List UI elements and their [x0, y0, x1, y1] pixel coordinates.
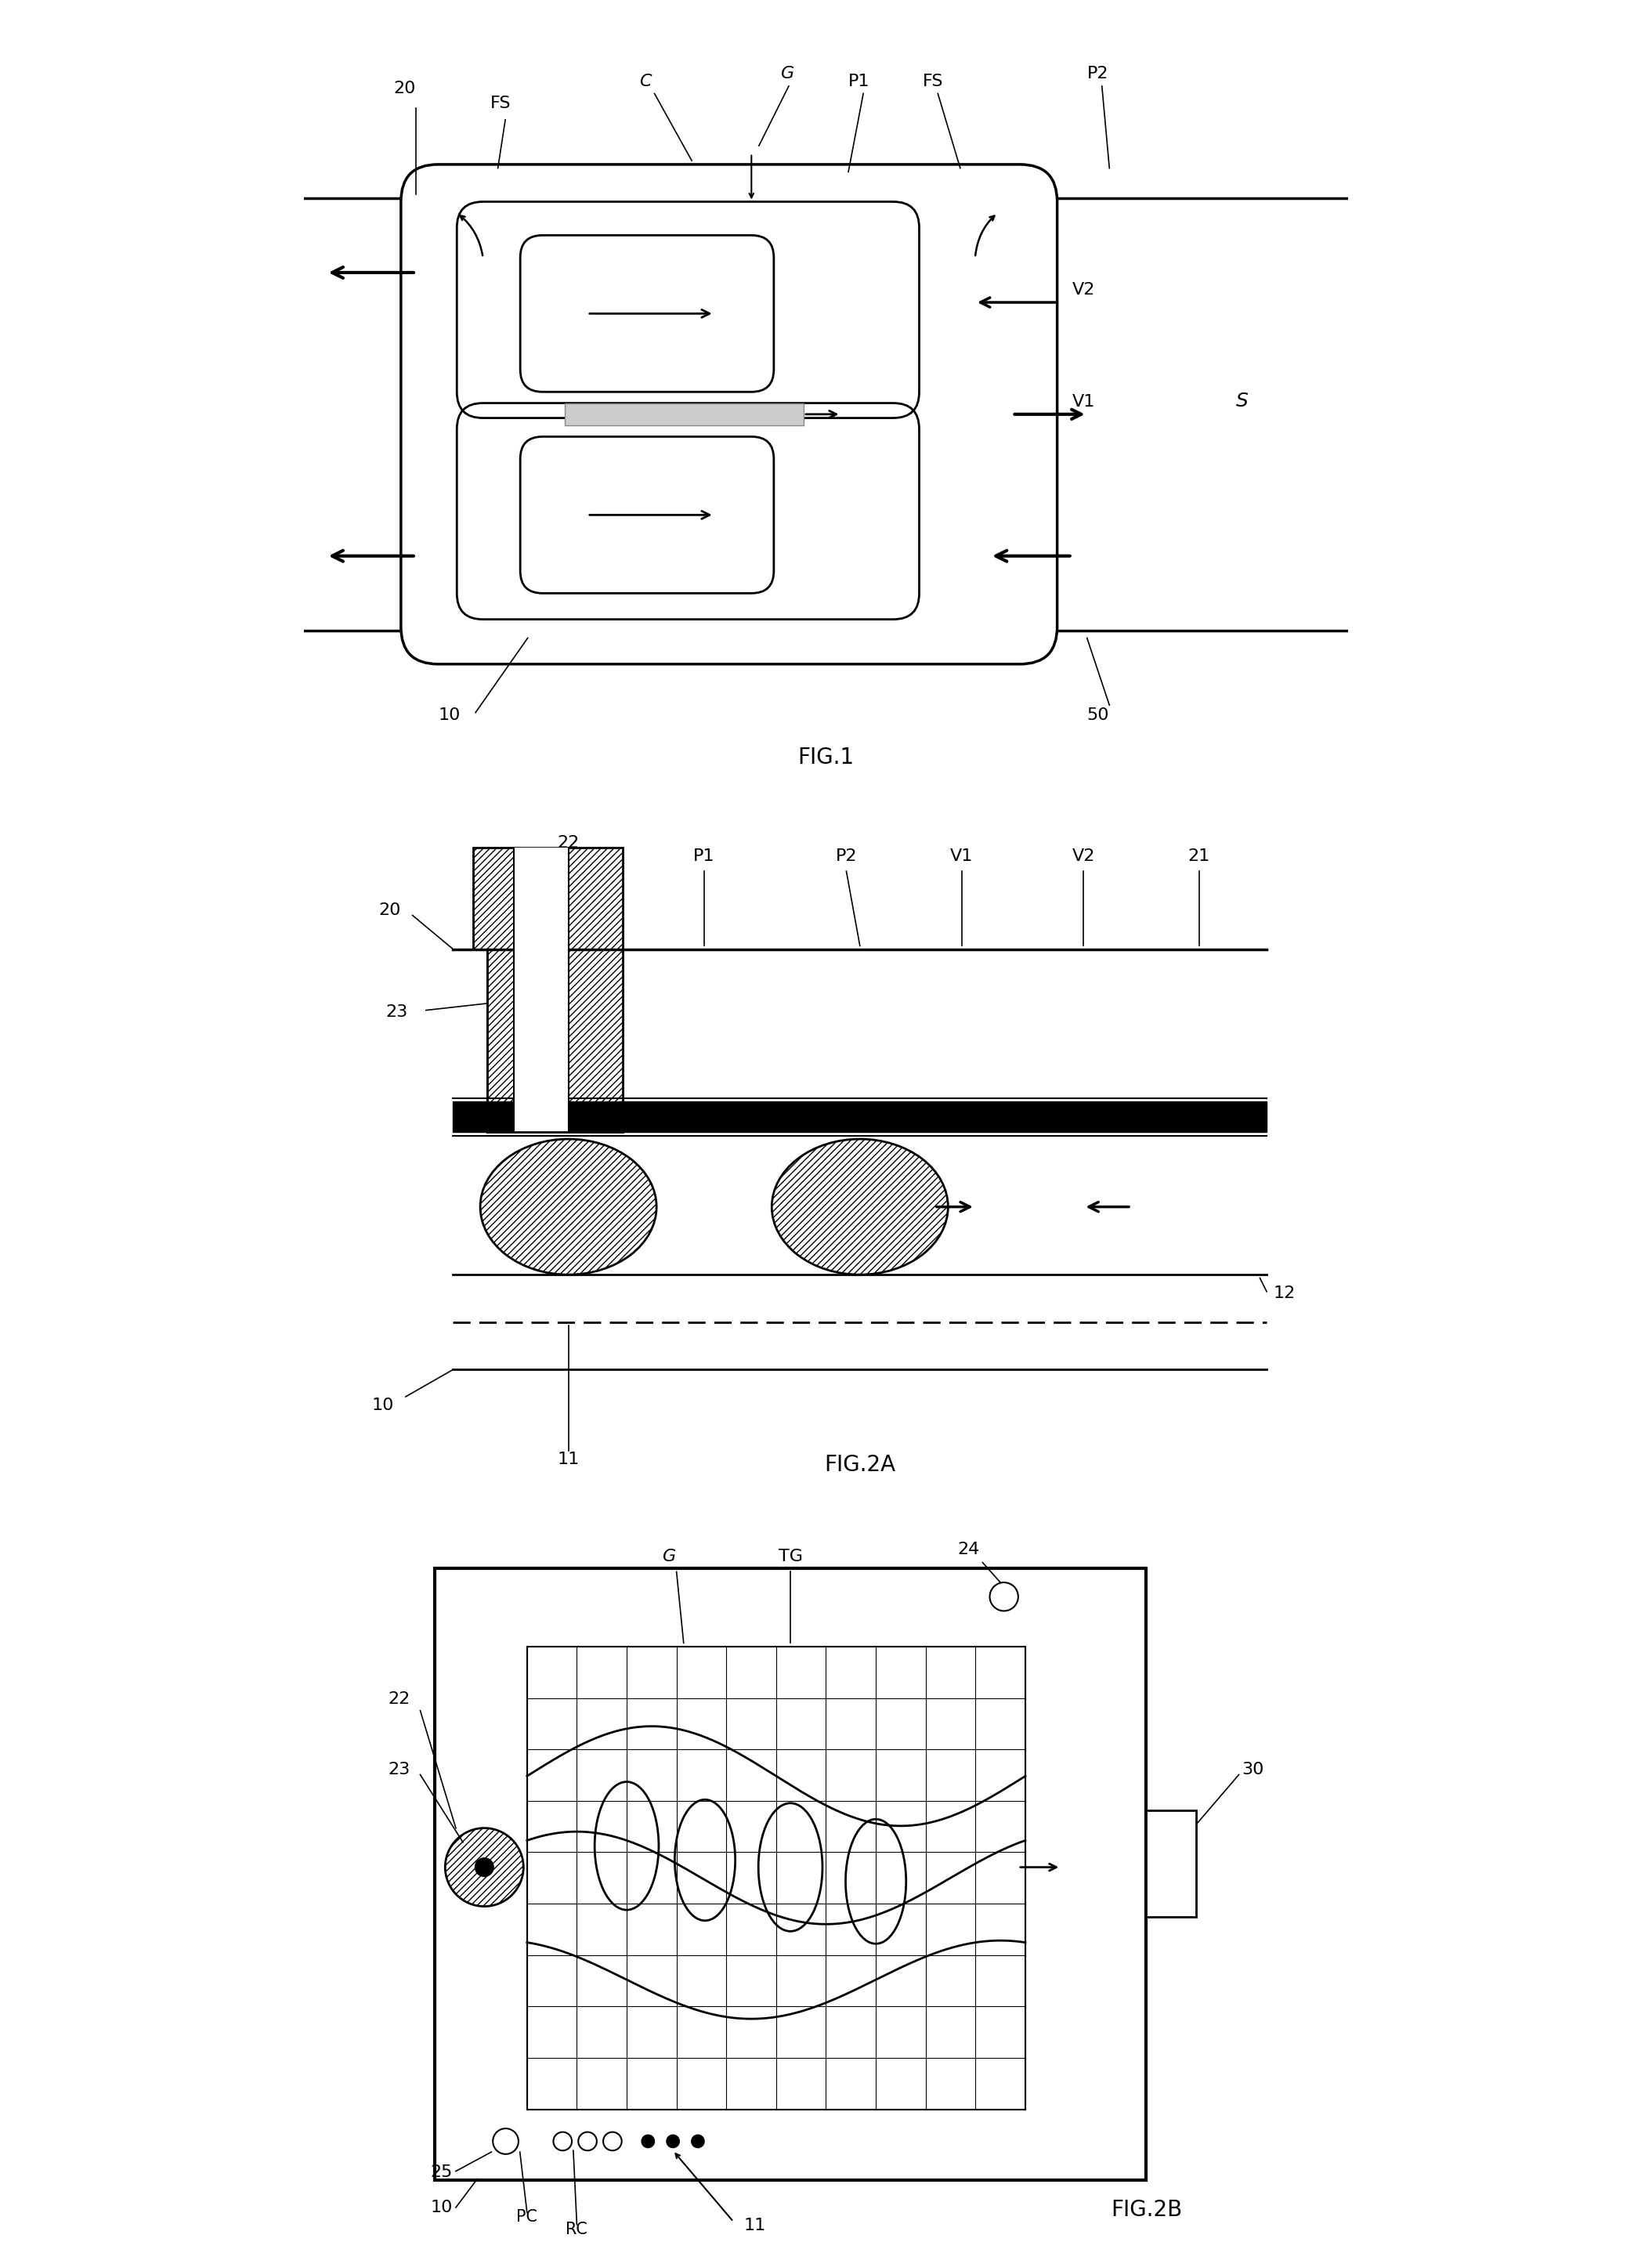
Text: P1: P1 [694, 848, 715, 863]
Text: C: C [639, 75, 651, 88]
Bar [565, 402, 803, 425]
Bar [487, 949, 623, 1132]
Circle shape [476, 1858, 494, 1876]
Text: G: G [662, 1548, 676, 1564]
Text: 25: 25 [431, 2165, 453, 2181]
Text: 23: 23 [385, 1003, 408, 1019]
Text: 50: 50 [1087, 707, 1110, 723]
Circle shape [641, 2136, 654, 2147]
Text: 30: 30 [1242, 1763, 1264, 1779]
FancyBboxPatch shape [401, 165, 1057, 664]
Text: 10: 10 [372, 1397, 393, 1412]
Bar [434, 1568, 1146, 2181]
Bar [1146, 1810, 1196, 1916]
Circle shape [666, 2136, 679, 2147]
Text: 22: 22 [557, 834, 580, 850]
Text: FS: FS [923, 75, 943, 88]
Text: P1: P1 [849, 75, 871, 88]
Circle shape [603, 2131, 621, 2152]
Text: V2: V2 [1072, 282, 1095, 298]
Polygon shape [481, 1139, 656, 1275]
Bar [474, 848, 623, 949]
Text: TG: TG [778, 1548, 803, 1564]
Text: V1: V1 [950, 848, 973, 863]
Text: FIG.2A: FIG.2A [824, 1453, 895, 1476]
Text: RC: RC [567, 2222, 588, 2237]
Circle shape [553, 2131, 572, 2152]
Text: PC: PC [517, 2210, 537, 2224]
Text: V1: V1 [1072, 393, 1095, 409]
Text: 21: 21 [1188, 848, 1209, 863]
Text: 10: 10 [438, 707, 461, 723]
Polygon shape [771, 1139, 948, 1275]
Bar [514, 949, 568, 1132]
Text: G: G [781, 66, 795, 81]
Text: 12: 12 [1274, 1286, 1295, 1302]
Text: P2: P2 [836, 848, 857, 863]
Text: S: S [1236, 391, 1249, 411]
Circle shape [492, 2129, 519, 2154]
Text: 20: 20 [393, 81, 416, 97]
Text: 11: 11 [743, 2217, 767, 2233]
Bar [453, 1101, 1267, 1132]
Text: 11: 11 [557, 1451, 580, 1467]
Text: FIG.2B: FIG.2B [1110, 2199, 1183, 2222]
Text: P2: P2 [1087, 66, 1108, 81]
Text: V2: V2 [1072, 848, 1095, 863]
Text: 20: 20 [378, 902, 401, 918]
Text: FS: FS [491, 95, 510, 111]
Text: FIG.1: FIG.1 [798, 746, 854, 768]
Bar [514, 848, 568, 963]
Text: 22: 22 [388, 1690, 410, 1706]
Circle shape [990, 1582, 1018, 1611]
Text: 10: 10 [431, 2199, 453, 2215]
Circle shape [578, 2131, 596, 2152]
Text: 23: 23 [388, 1763, 410, 1779]
Circle shape [692, 2136, 704, 2147]
Bar [527, 1648, 1026, 2109]
Text: 24: 24 [957, 1541, 980, 1557]
